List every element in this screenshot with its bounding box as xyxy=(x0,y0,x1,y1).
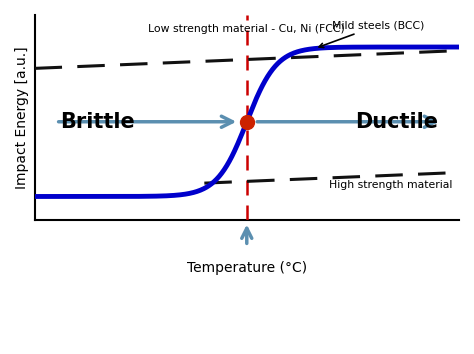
Text: Low strength material - Cu, Ni (FCC): Low strength material - Cu, Ni (FCC) xyxy=(148,24,345,34)
Text: Ductile: Ductile xyxy=(355,112,438,132)
Text: Brittle: Brittle xyxy=(60,112,135,132)
Y-axis label: Impact Energy [a.u.]: Impact Energy [a.u.] xyxy=(15,46,29,189)
Text: Mild steels (BCC): Mild steels (BCC) xyxy=(319,21,424,47)
Text: High strength material: High strength material xyxy=(329,180,453,190)
X-axis label: Temperature (°C): Temperature (°C) xyxy=(187,261,307,275)
